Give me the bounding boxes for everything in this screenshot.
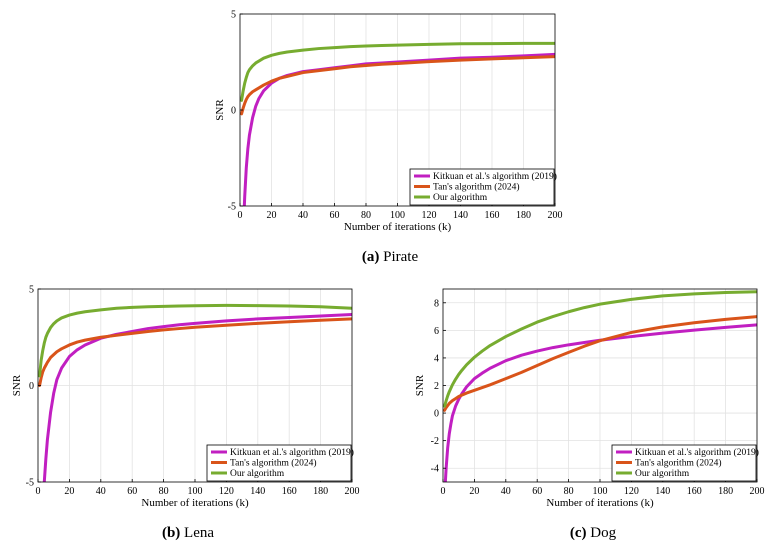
x-tick-label: 40: [96, 486, 106, 497]
caption-tag: (c): [570, 525, 587, 541]
figure-caption: (b) Lena: [162, 525, 214, 541]
y-tick-label: 5: [29, 285, 34, 296]
x-axis-label: Number of iterations (k): [141, 497, 249, 509]
x-tick-label: 0: [441, 486, 446, 497]
y-tick-label: 2: [434, 381, 439, 392]
y-tick-label: 6: [434, 326, 439, 337]
x-tick-label: 0: [238, 210, 243, 221]
caption-tag: (a): [362, 249, 380, 265]
y-tick-label: 4: [434, 353, 439, 364]
y-axis-label: SNR: [11, 374, 23, 396]
y-axis-label: SNR: [414, 374, 426, 396]
legend-label: Tan's algorithm (2024): [230, 458, 317, 469]
x-tick-label: 140: [655, 486, 670, 497]
legend-label: Kitkuan et al.'s algorithm (2019): [433, 171, 557, 182]
x-tick-label: 20: [469, 486, 479, 497]
legend: Kitkuan et al.'s algorithm (2019)Tan's a…: [206, 444, 354, 482]
y-axis-label: SNR: [214, 99, 226, 121]
x-tick-label: 180: [718, 486, 733, 497]
figure-caption: (c) Dog: [570, 525, 617, 541]
legend: Kitkuan et al.'s algorithm (2019)Tan's a…: [409, 168, 557, 206]
x-tick-label: 20: [267, 210, 277, 221]
x-tick-label: 200: [345, 486, 360, 497]
legend-box: [206, 444, 352, 482]
caption-title: Lena: [180, 525, 214, 541]
legend-label: Kitkuan et al.'s algorithm (2019): [635, 447, 759, 458]
x-tick-label: 180: [313, 486, 328, 497]
legend-box: [409, 168, 555, 206]
x-tick-label: 200: [750, 486, 765, 497]
y-tick-label: 0: [434, 409, 439, 420]
x-tick-label: 0: [36, 486, 41, 497]
caption-tag: (b): [162, 525, 180, 541]
y-tick-label: -5: [26, 478, 34, 489]
y-tick-label: 8: [434, 298, 439, 309]
x-tick-label: 100: [390, 210, 405, 221]
series-line-tan: [443, 315, 757, 412]
series-line-ours: [443, 290, 757, 408]
series-line-kitkuan: [443, 323, 757, 482]
x-axis-label: Number of iterations (k): [344, 221, 452, 233]
x-tick-label: 60: [532, 486, 542, 497]
figure-caption: (a) Pirate: [362, 249, 419, 265]
y-tick-label: 0: [29, 381, 34, 392]
x-tick-label: 40: [298, 210, 308, 221]
x-tick-label: 140: [453, 210, 468, 221]
x-tick-label: 160: [687, 486, 702, 497]
caption-title: Dog: [587, 525, 617, 541]
legend-label: Tan's algorithm (2024): [433, 182, 520, 193]
series-line-kitkuan: [42, 312, 352, 482]
x-tick-label: 160: [282, 486, 297, 497]
x-tick-label: 160: [485, 210, 500, 221]
series-line-ours: [240, 41, 555, 102]
legend-box: [611, 444, 757, 482]
x-tick-label: 140: [250, 486, 265, 497]
legend-label: Tan's algorithm (2024): [635, 458, 722, 469]
x-tick-label: 180: [516, 210, 531, 221]
series-line-ours: [38, 303, 352, 378]
series-line-tan: [38, 317, 352, 387]
series-line-tan: [240, 55, 555, 116]
legend-label: Our algorithm: [230, 469, 285, 479]
legend: Kitkuan et al.'s algorithm (2019)Tan's a…: [611, 444, 759, 482]
x-tick-label: 20: [64, 486, 74, 497]
x-tick-label: 80: [159, 486, 169, 497]
x-axis-label: Number of iterations (k): [546, 497, 654, 509]
legend-label: Our algorithm: [433, 193, 488, 203]
y-tick-label: -5: [228, 202, 236, 213]
y-tick-label: -4: [431, 464, 439, 475]
x-tick-label: 80: [361, 210, 371, 221]
x-tick-label: 100: [593, 486, 608, 497]
x-tick-label: 60: [127, 486, 137, 497]
x-tick-label: 120: [624, 486, 639, 497]
x-tick-label: 40: [501, 486, 511, 497]
x-tick-label: 120: [422, 210, 437, 221]
x-tick-label: 120: [219, 486, 234, 497]
legend-label: Kitkuan et al.'s algorithm (2019): [230, 447, 354, 458]
x-tick-label: 200: [548, 210, 563, 221]
legend-label: Our algorithm: [635, 469, 690, 479]
x-tick-label: 60: [330, 210, 340, 221]
x-tick-label: 100: [188, 486, 203, 497]
chart-c: 0 20 40 60 80 100 120 140 160 180 200 -4 -2 0 2 4 6 8 Numb…: [414, 288, 765, 541]
y-tick-label: 0: [231, 106, 236, 117]
x-tick-label: 80: [564, 486, 574, 497]
y-tick-label: 5: [231, 10, 236, 21]
y-tick-label: -2: [431, 436, 439, 447]
caption-title: Pirate: [379, 249, 418, 265]
